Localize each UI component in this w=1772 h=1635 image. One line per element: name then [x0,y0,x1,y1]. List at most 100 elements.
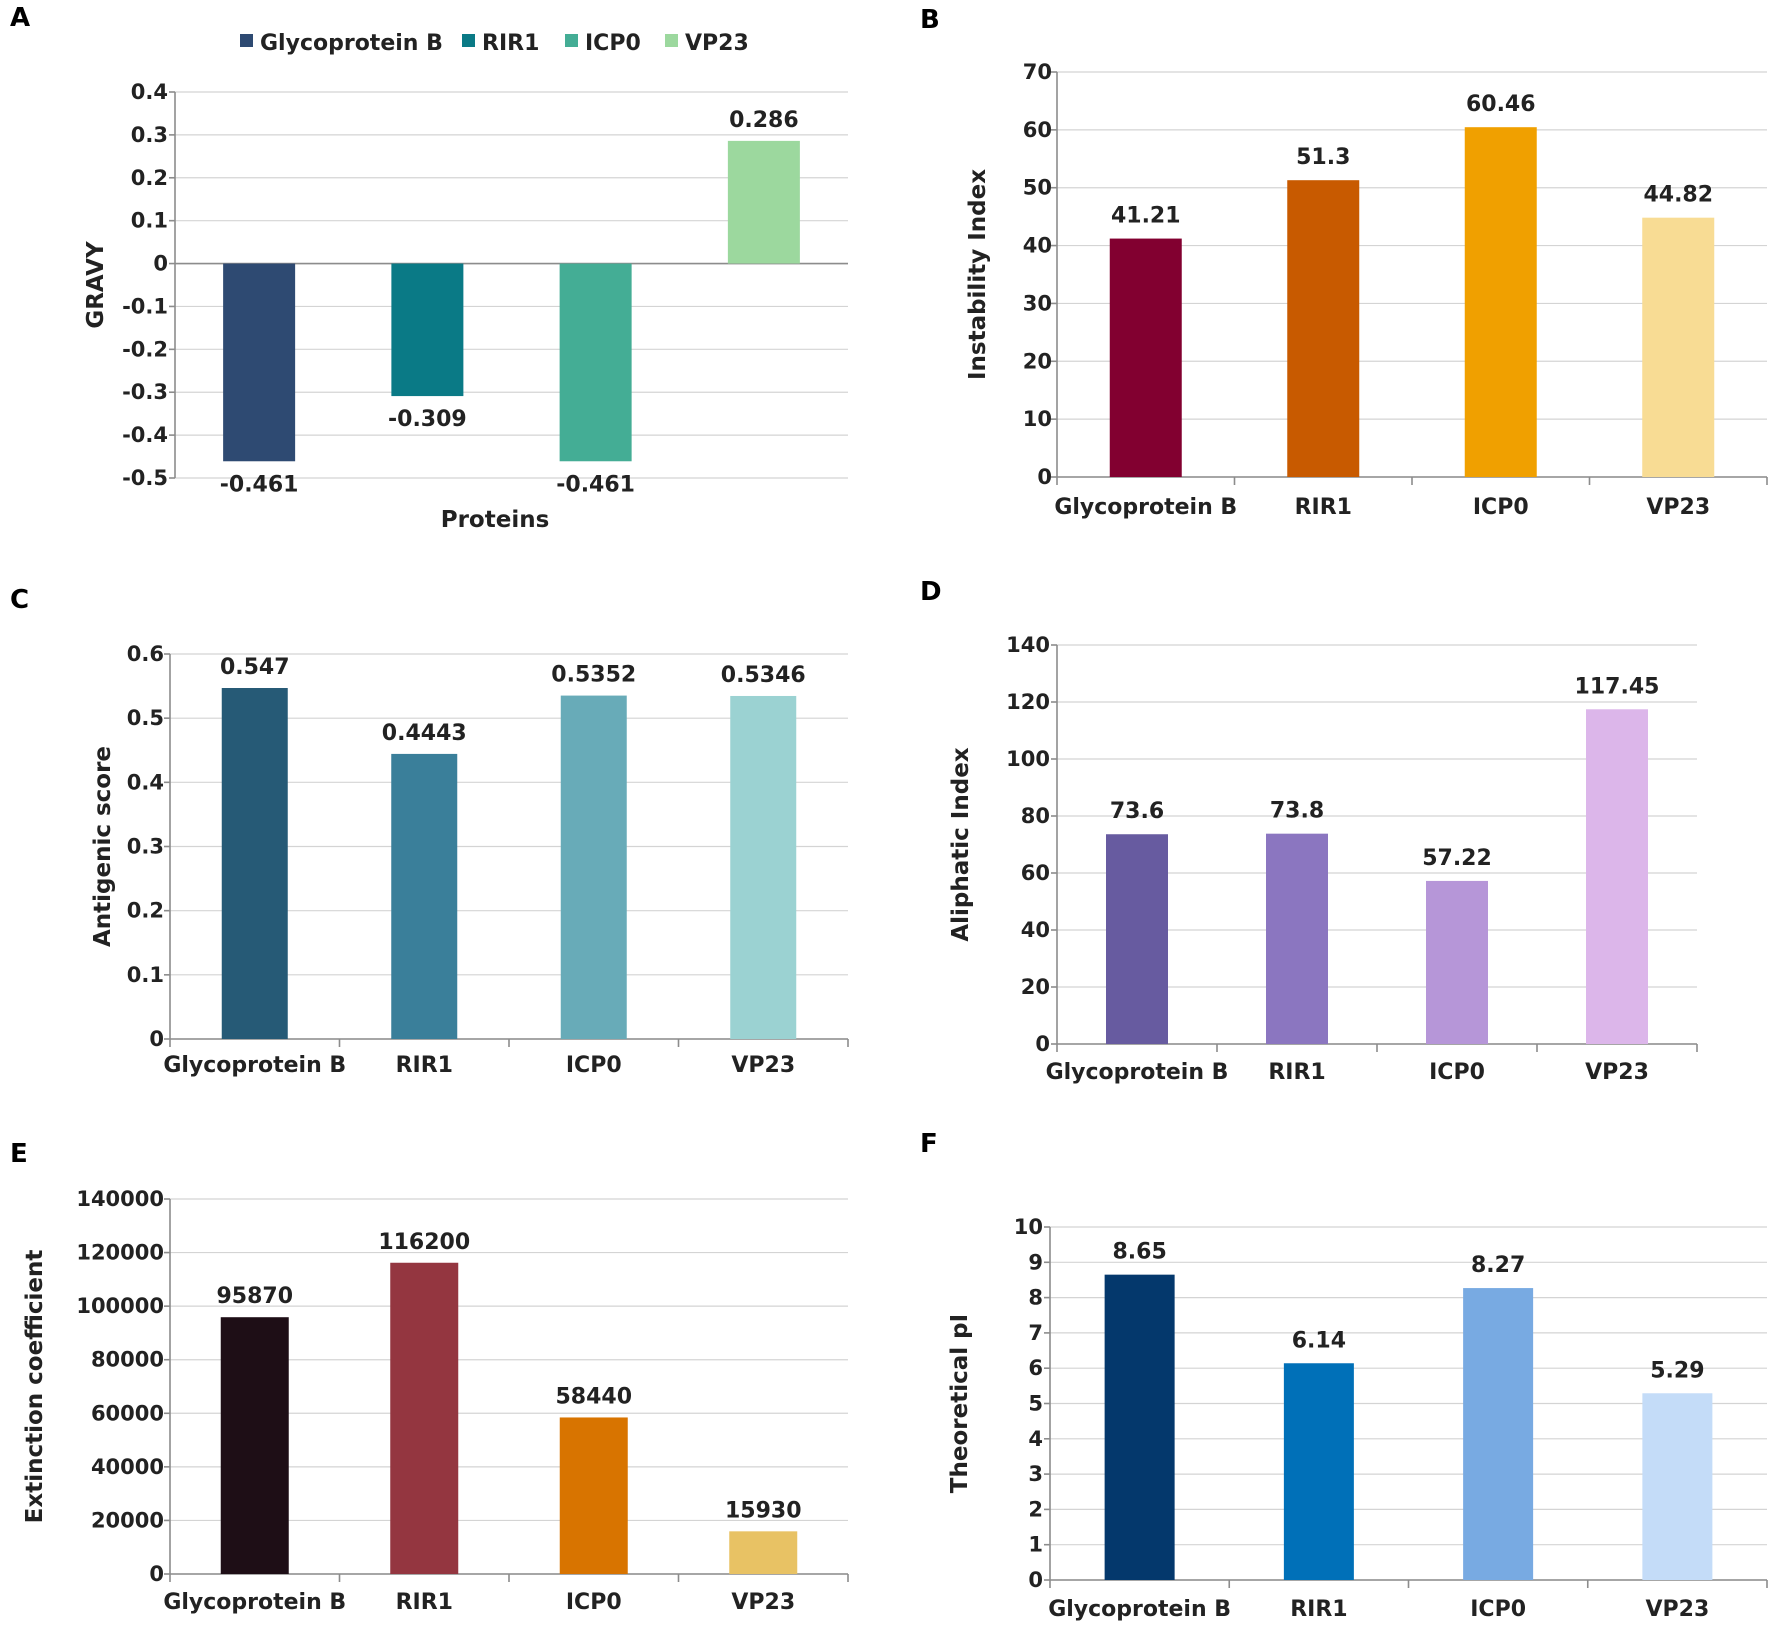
x-tick-label: VP23 [731,1590,795,1615]
bar-icp0 [559,1417,628,1574]
y-tick-label: 0.5 [127,706,164,730]
y-tick-label: 0.3 [127,835,164,859]
chart-panel-d: D 0 20 40 60 80 100 120 140 73.6 Glycoprotein B 73.… [920,577,1698,1085]
y-tick-label: 120000 [76,1241,164,1265]
bar-glycoprotein-b [221,688,288,1039]
y-tick-label: 0.6 [127,642,164,666]
y-axis-title: Aliphatic Index [948,747,974,941]
x-tick-label: Glycoprotein B [1046,1060,1229,1085]
data-label: 51.3 [1296,145,1350,170]
bar-rir1 [391,263,464,397]
y-tick-label: 60000 [91,1401,164,1425]
chart-panel-e: E 0 20000 40000 60000 80000 100000 120000 140000… [10,1139,849,1615]
x-tick-label: ICP0 [1429,1060,1485,1085]
bar-glycoprotein-b [223,263,296,462]
y-tick-label: 80000 [91,1348,164,1372]
x-tick-label: RIR1 [396,1590,453,1615]
y-tick-label: 3 [1028,1462,1043,1486]
data-label: 95870 [216,1284,293,1309]
y-tick-label: 1 [1028,1533,1043,1557]
bar-icp0 [559,263,632,462]
y-axis-title: GRAVY [83,241,109,329]
bar-vp23 [730,695,797,1039]
data-label: 0.547 [220,655,290,680]
y-tick-label: 0.1 [131,209,168,233]
x-tick-label: Glycoprotein B [1048,1597,1231,1622]
data-label: 5.29 [1650,1358,1704,1383]
panel-letter: A [10,3,30,33]
y-tick-label: -0.5 [122,466,168,490]
bar-glycoprotein-b [1109,238,1182,477]
y-tick-label: 60 [1023,118,1052,142]
y-tick-label: 0 [1035,1032,1050,1056]
panel-letter: E [10,1139,28,1169]
x-tick-label: VP23 [731,1053,795,1078]
bar-vp23 [1642,217,1715,478]
y-tick-label: 2 [1028,1497,1043,1521]
y-tick-label: -0.3 [122,380,168,404]
x-tick-label: RIR1 [1268,1060,1325,1085]
bar-glycoprotein-b [1104,1274,1175,1580]
y-tick-label: 100000 [76,1294,164,1318]
y-tick-label: 140 [1006,633,1050,657]
data-label: 73.8 [1270,799,1324,824]
bar-rir1 [1287,180,1360,477]
data-label: 60.46 [1466,92,1536,117]
data-label: 0.5352 [551,663,636,688]
y-tick-label: 0.2 [127,899,164,923]
y-tick-label: 20000 [91,1508,164,1532]
y-tick-label: 40 [1021,918,1050,942]
panel-letter: B [920,5,940,35]
y-tick-label: 0.4 [131,80,168,104]
bar-rir1 [390,1262,459,1574]
y-axis-title: Antigenic score [90,746,116,947]
bar-vp23 [1586,709,1648,1044]
x-tick-label: RIR1 [1295,495,1352,520]
y-axis-title: Instability Index [965,169,991,380]
legend-label: RIR1 [482,31,539,56]
data-label: 0.4443 [382,721,467,746]
y-tick-label: 60 [1021,861,1050,885]
data-label: 58440 [555,1384,632,1409]
y-tick-label: 7 [1028,1321,1043,1345]
x-tick-label: Glycoprotein B [163,1590,346,1615]
x-tick-label: VP23 [1585,1060,1649,1085]
y-tick-label: 140000 [76,1187,164,1211]
data-label: 8.27 [1471,1253,1525,1278]
legend: Glycoprotein B RIR1 ICP0 VP23 [240,31,749,56]
bar-icp0 [1463,1288,1534,1580]
y-tick-label: -0.2 [122,337,168,361]
x-tick-label: RIR1 [1290,1597,1347,1622]
x-tick-label: ICP0 [1470,1597,1526,1622]
data-label: -0.309 [388,407,467,432]
y-tick-label: 0.2 [131,166,168,190]
legend-swatch [240,34,253,47]
y-tick-label: 0 [1028,1568,1043,1592]
y-tick-label: 8 [1028,1286,1043,1310]
bar-vp23 [729,1531,798,1574]
data-label: 15930 [725,1498,802,1523]
data-label: 44.82 [1643,183,1713,208]
y-tick-label: 30 [1023,291,1052,315]
bar-glycoprotein-b [220,1317,289,1574]
data-label: 57.22 [1422,846,1492,871]
data-label: 73.6 [1110,799,1164,824]
y-tick-label: 0.3 [131,123,168,147]
data-label: 116200 [378,1230,470,1255]
legend-label: Glycoprotein B [260,31,443,56]
chart-panel-f: F 0 1 2 3 4 5 6 7 8 9 10 8.65 Glycoprotein B 6.14 RIR1 8… [920,1129,1768,1622]
data-label: 0.5346 [721,663,806,688]
y-tick-label: 10 [1023,407,1052,431]
y-tick-label: 5 [1028,1392,1043,1416]
y-tick-label: 70 [1023,60,1052,84]
bar-rir1 [1283,1363,1354,1580]
panel-letter: D [920,577,942,607]
data-label: 117.45 [1575,674,1660,699]
y-tick-label: 0 [153,252,168,276]
legend-swatch [565,34,578,47]
x-axis-title: Proteins [441,507,550,533]
x-tick-label: VP23 [1646,495,1710,520]
y-tick-label: -0.4 [122,423,168,447]
y-tick-label: 40 [1023,234,1052,258]
bar-icp0 [560,695,627,1039]
